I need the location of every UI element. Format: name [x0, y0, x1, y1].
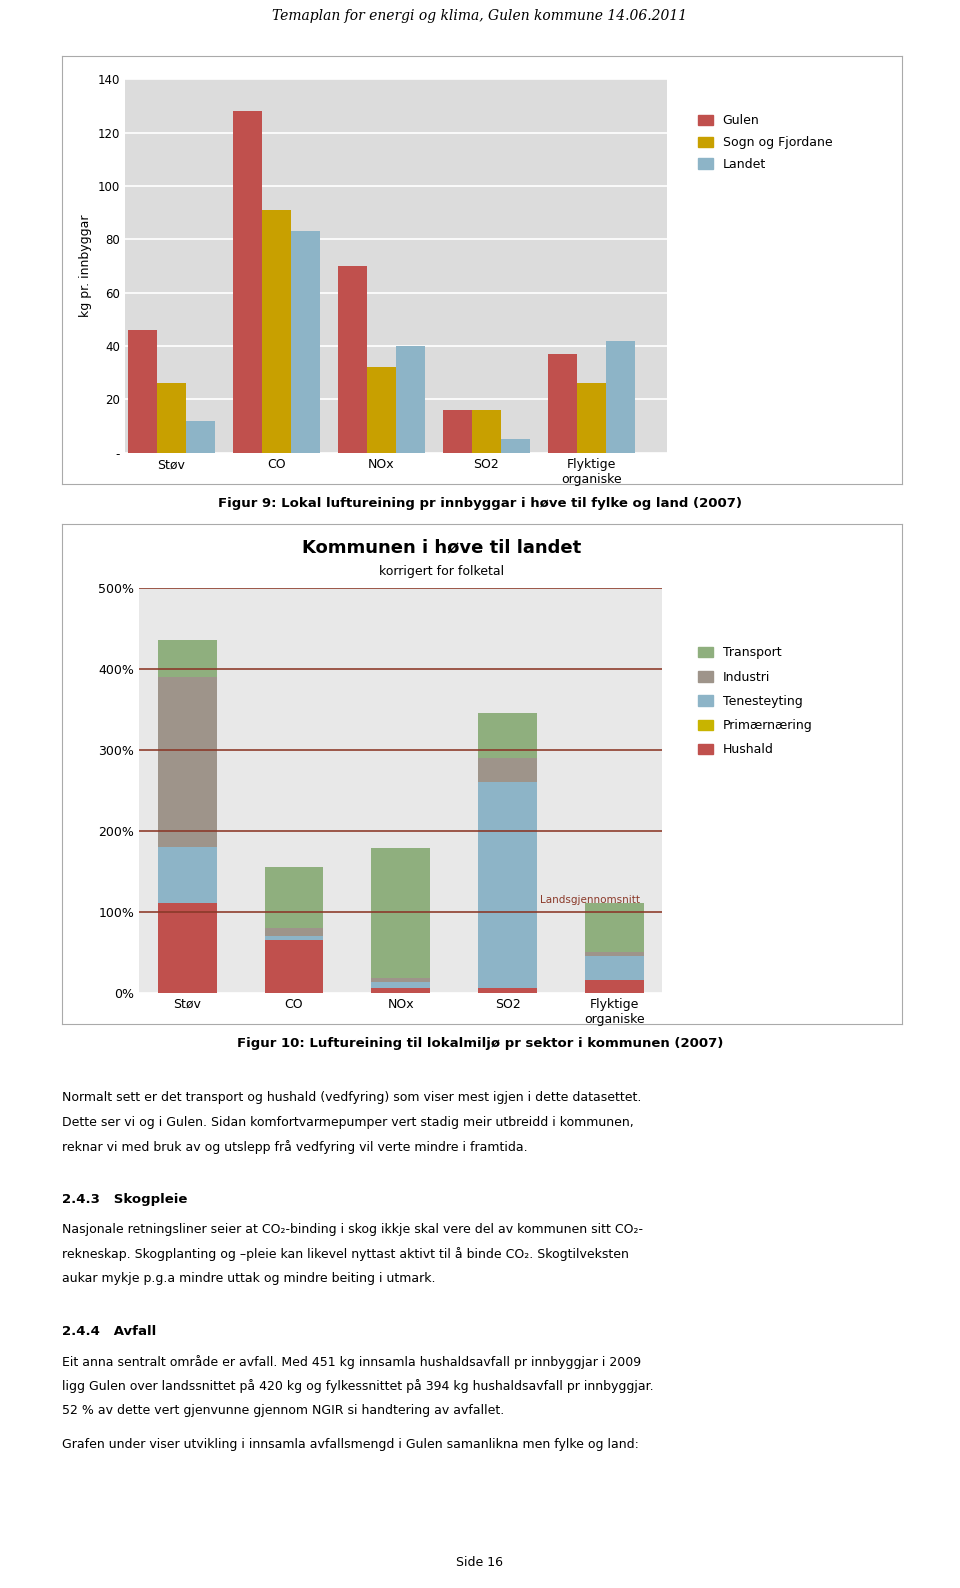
Text: 52 % av dette vert gjenvunne gjennom NGIR si handtering av avfallet.: 52 % av dette vert gjenvunne gjennom NGI… — [62, 1404, 505, 1416]
Bar — [372, 848, 430, 978]
Bar — [157, 846, 217, 904]
Bar — [547, 354, 577, 453]
Bar — [372, 988, 430, 992]
Text: Kommunen i høve til landet: Kommunen i høve til landet — [302, 538, 581, 556]
Bar — [291, 232, 321, 453]
Text: aukar mykje p.g.a mindre uttak og mindre beiting i utmark.: aukar mykje p.g.a mindre uttak og mindre… — [62, 1272, 436, 1285]
Text: Eit anna sentralt område er avfall. Med 451 kg innsamla hushaldsavfall pr innbyg: Eit anna sentralt område er avfall. Med … — [62, 1355, 641, 1369]
Text: Dette ser vi og i Gulen. Sidan komfortvarmepumper vert stadig meir utbreidd i ko: Dette ser vi og i Gulen. Sidan komfortva… — [62, 1115, 635, 1129]
Bar — [128, 330, 156, 453]
Bar — [585, 956, 644, 980]
Bar — [478, 757, 537, 781]
Bar — [156, 383, 186, 453]
Text: 2.4.3   Skogpleie: 2.4.3 Skogpleie — [62, 1194, 188, 1207]
Bar — [585, 980, 644, 992]
Text: Figur 9: Lokal luftureining pr innbyggar i høve til fylke og land (2007): Figur 9: Lokal luftureining pr innbyggar… — [218, 497, 742, 510]
Bar — [186, 421, 215, 453]
Legend: Transport, Industri, Tenesteyting, Primærnæring, Hushald: Transport, Industri, Tenesteyting, Primæ… — [693, 642, 817, 762]
Bar — [265, 867, 324, 927]
Text: korrigert for folketal: korrigert for folketal — [379, 565, 504, 578]
Bar — [372, 978, 430, 981]
Bar — [501, 440, 530, 453]
Bar — [338, 267, 367, 453]
Text: rekneskap. Skogplanting og –pleie kan likevel nyttast aktivt til å binde CO₂. Sk: rekneskap. Skogplanting og –pleie kan li… — [62, 1248, 629, 1261]
Bar — [478, 713, 537, 757]
Bar — [367, 367, 396, 453]
Text: reknar vi med bruk av og utslepp frå vedfyring vil verte mindre i framtida.: reknar vi med bruk av og utslepp frå ved… — [62, 1140, 528, 1154]
Text: Side 16: Side 16 — [457, 1556, 503, 1569]
Bar — [396, 346, 425, 453]
Text: Figur 10: Luftureining til lokalmiljø pr sektor i kommunen (2007): Figur 10: Luftureining til lokalmiljø pr… — [237, 1037, 723, 1050]
Y-axis label: kg pr. innbyggar: kg pr. innbyggar — [79, 214, 92, 318]
Bar — [372, 981, 430, 988]
Bar — [585, 951, 644, 956]
Text: Grafen under viser utvikling i innsamla avfallsmengd i Gulen samanlikna men fylk: Grafen under viser utvikling i innsamla … — [62, 1439, 639, 1451]
Bar — [265, 927, 324, 935]
Bar — [443, 410, 471, 453]
Text: Landsgjennomsnitt: Landsgjennomsnitt — [540, 896, 639, 905]
Bar — [265, 935, 324, 940]
Bar — [585, 904, 644, 951]
Bar — [478, 781, 537, 988]
Text: 2.4.4   Avfall: 2.4.4 Avfall — [62, 1324, 156, 1339]
Text: Normalt sett er det transport og hushald (vedfyring) som viser mest igjen i dett: Normalt sett er det transport og hushald… — [62, 1091, 642, 1104]
Bar — [606, 341, 636, 453]
Bar — [577, 383, 606, 453]
Text: Nasjonale retningsliner seier at CO₂-binding i skog ikkje skal vere del av kommu: Nasjonale retningsliner seier at CO₂-bin… — [62, 1223, 643, 1235]
Text: ligg Gulen over landssnittet på 420 kg og fylkessnittet på 394 kg hushaldsavfall: ligg Gulen over landssnittet på 420 kg o… — [62, 1378, 654, 1393]
Bar — [157, 676, 217, 846]
Bar — [157, 640, 217, 676]
Bar — [471, 410, 501, 453]
Text: Temaplan for energi og klima, Gulen kommune 14.06.2011: Temaplan for energi og klima, Gulen komm… — [273, 8, 687, 22]
Bar — [232, 111, 262, 453]
Legend: Gulen, Sogn og Fjordane, Landet: Gulen, Sogn og Fjordane, Landet — [693, 110, 837, 176]
Bar — [157, 904, 217, 992]
Bar — [478, 988, 537, 992]
Bar — [262, 210, 291, 453]
Bar — [265, 940, 324, 992]
